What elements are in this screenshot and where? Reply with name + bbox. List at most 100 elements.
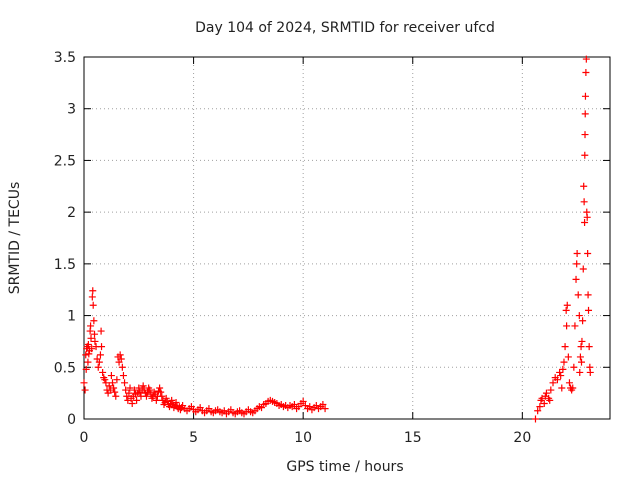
data-point bbox=[96, 351, 104, 359]
data-point bbox=[576, 353, 584, 361]
data-point bbox=[158, 392, 166, 400]
data-point bbox=[569, 384, 577, 392]
data-point bbox=[105, 382, 113, 390]
data-point bbox=[168, 396, 176, 404]
chart-title: Day 104 of 2024, SRMTID for receiver ufc… bbox=[195, 20, 495, 36]
series-srmtid bbox=[80, 55, 594, 423]
data-point bbox=[547, 386, 555, 394]
data-points bbox=[80, 55, 594, 423]
data-point bbox=[142, 392, 150, 400]
y-tick-label: 3 bbox=[67, 102, 76, 118]
data-point bbox=[556, 368, 564, 376]
data-point bbox=[84, 358, 92, 366]
data-point bbox=[111, 388, 119, 396]
data-point bbox=[584, 250, 592, 258]
y-tick-label: 2 bbox=[67, 205, 76, 221]
data-point bbox=[82, 351, 90, 359]
data-point bbox=[561, 343, 569, 351]
data-point bbox=[113, 376, 121, 384]
y-tick-label: 3.5 bbox=[54, 50, 76, 66]
y-tick-label: 2.5 bbox=[54, 153, 76, 169]
data-point bbox=[146, 386, 154, 394]
data-point bbox=[549, 379, 557, 387]
data-point bbox=[581, 92, 589, 100]
data-point bbox=[139, 382, 147, 390]
data-point bbox=[162, 394, 170, 402]
data-point bbox=[299, 397, 307, 405]
data-point bbox=[126, 384, 134, 392]
data-point bbox=[553, 376, 561, 384]
data-point bbox=[585, 306, 593, 314]
data-point bbox=[130, 386, 138, 394]
plot-frame bbox=[83, 56, 611, 420]
data-point bbox=[110, 384, 118, 392]
data-point bbox=[94, 363, 102, 371]
data-point bbox=[560, 358, 568, 366]
data-point bbox=[117, 355, 125, 363]
data-point bbox=[582, 55, 590, 63]
data-point bbox=[563, 322, 571, 330]
data-point bbox=[573, 250, 581, 258]
data-point bbox=[80, 379, 88, 387]
data-point bbox=[121, 379, 129, 387]
data-point bbox=[559, 365, 567, 373]
data-point bbox=[557, 372, 565, 380]
axis-ticks: 0 0.5 1 1.5 2 2.5 3 3.5 0 5 10 15 20 bbox=[54, 50, 610, 446]
data-point bbox=[290, 401, 298, 409]
data-point bbox=[116, 351, 124, 359]
data-point bbox=[558, 384, 566, 392]
data-point bbox=[534, 407, 542, 415]
x-tick-label: 20 bbox=[513, 430, 531, 446]
data-point bbox=[95, 358, 103, 366]
data-point bbox=[580, 198, 588, 206]
x-axis-label: GPS time / hours bbox=[286, 459, 403, 475]
x-tick-label: 0 bbox=[80, 430, 89, 446]
data-point bbox=[91, 330, 99, 338]
data-point bbox=[87, 334, 95, 342]
data-point bbox=[84, 341, 92, 349]
data-point bbox=[112, 392, 120, 400]
data-point bbox=[575, 312, 583, 320]
data-point bbox=[573, 260, 581, 268]
data-point bbox=[152, 396, 160, 404]
data-point bbox=[118, 363, 126, 371]
data-point bbox=[562, 306, 570, 314]
data-point bbox=[581, 110, 589, 118]
data-point bbox=[91, 337, 99, 345]
x-tick-label: 5 bbox=[189, 430, 198, 446]
data-point bbox=[85, 350, 93, 358]
data-point bbox=[321, 405, 329, 413]
data-point bbox=[87, 322, 95, 330]
data-point bbox=[579, 317, 587, 325]
data-point bbox=[578, 358, 586, 366]
data-point bbox=[581, 218, 589, 226]
data-point bbox=[99, 368, 107, 376]
data-point bbox=[546, 396, 554, 404]
data-point bbox=[536, 403, 544, 411]
data-point bbox=[90, 317, 98, 325]
data-point bbox=[128, 399, 136, 407]
data-point bbox=[572, 275, 580, 283]
data-point bbox=[88, 293, 96, 301]
data-point bbox=[574, 291, 582, 299]
data-point bbox=[578, 337, 586, 345]
data-point bbox=[125, 389, 133, 397]
data-point bbox=[584, 291, 592, 299]
data-point bbox=[582, 69, 590, 77]
data-point bbox=[585, 343, 593, 351]
data-point bbox=[82, 365, 90, 373]
data-point bbox=[571, 322, 579, 330]
y-axis-label: SRMTID / TECUs bbox=[7, 182, 23, 295]
data-point bbox=[102, 379, 110, 387]
data-point bbox=[586, 368, 594, 376]
data-point bbox=[172, 398, 180, 406]
data-point bbox=[563, 301, 571, 309]
grid bbox=[84, 57, 610, 419]
x-tick-label: 10 bbox=[294, 430, 312, 446]
data-point bbox=[583, 213, 591, 221]
data-point bbox=[581, 131, 589, 139]
data-point bbox=[133, 396, 141, 404]
y-tick-label: 1.5 bbox=[54, 257, 76, 273]
data-point bbox=[540, 399, 548, 407]
